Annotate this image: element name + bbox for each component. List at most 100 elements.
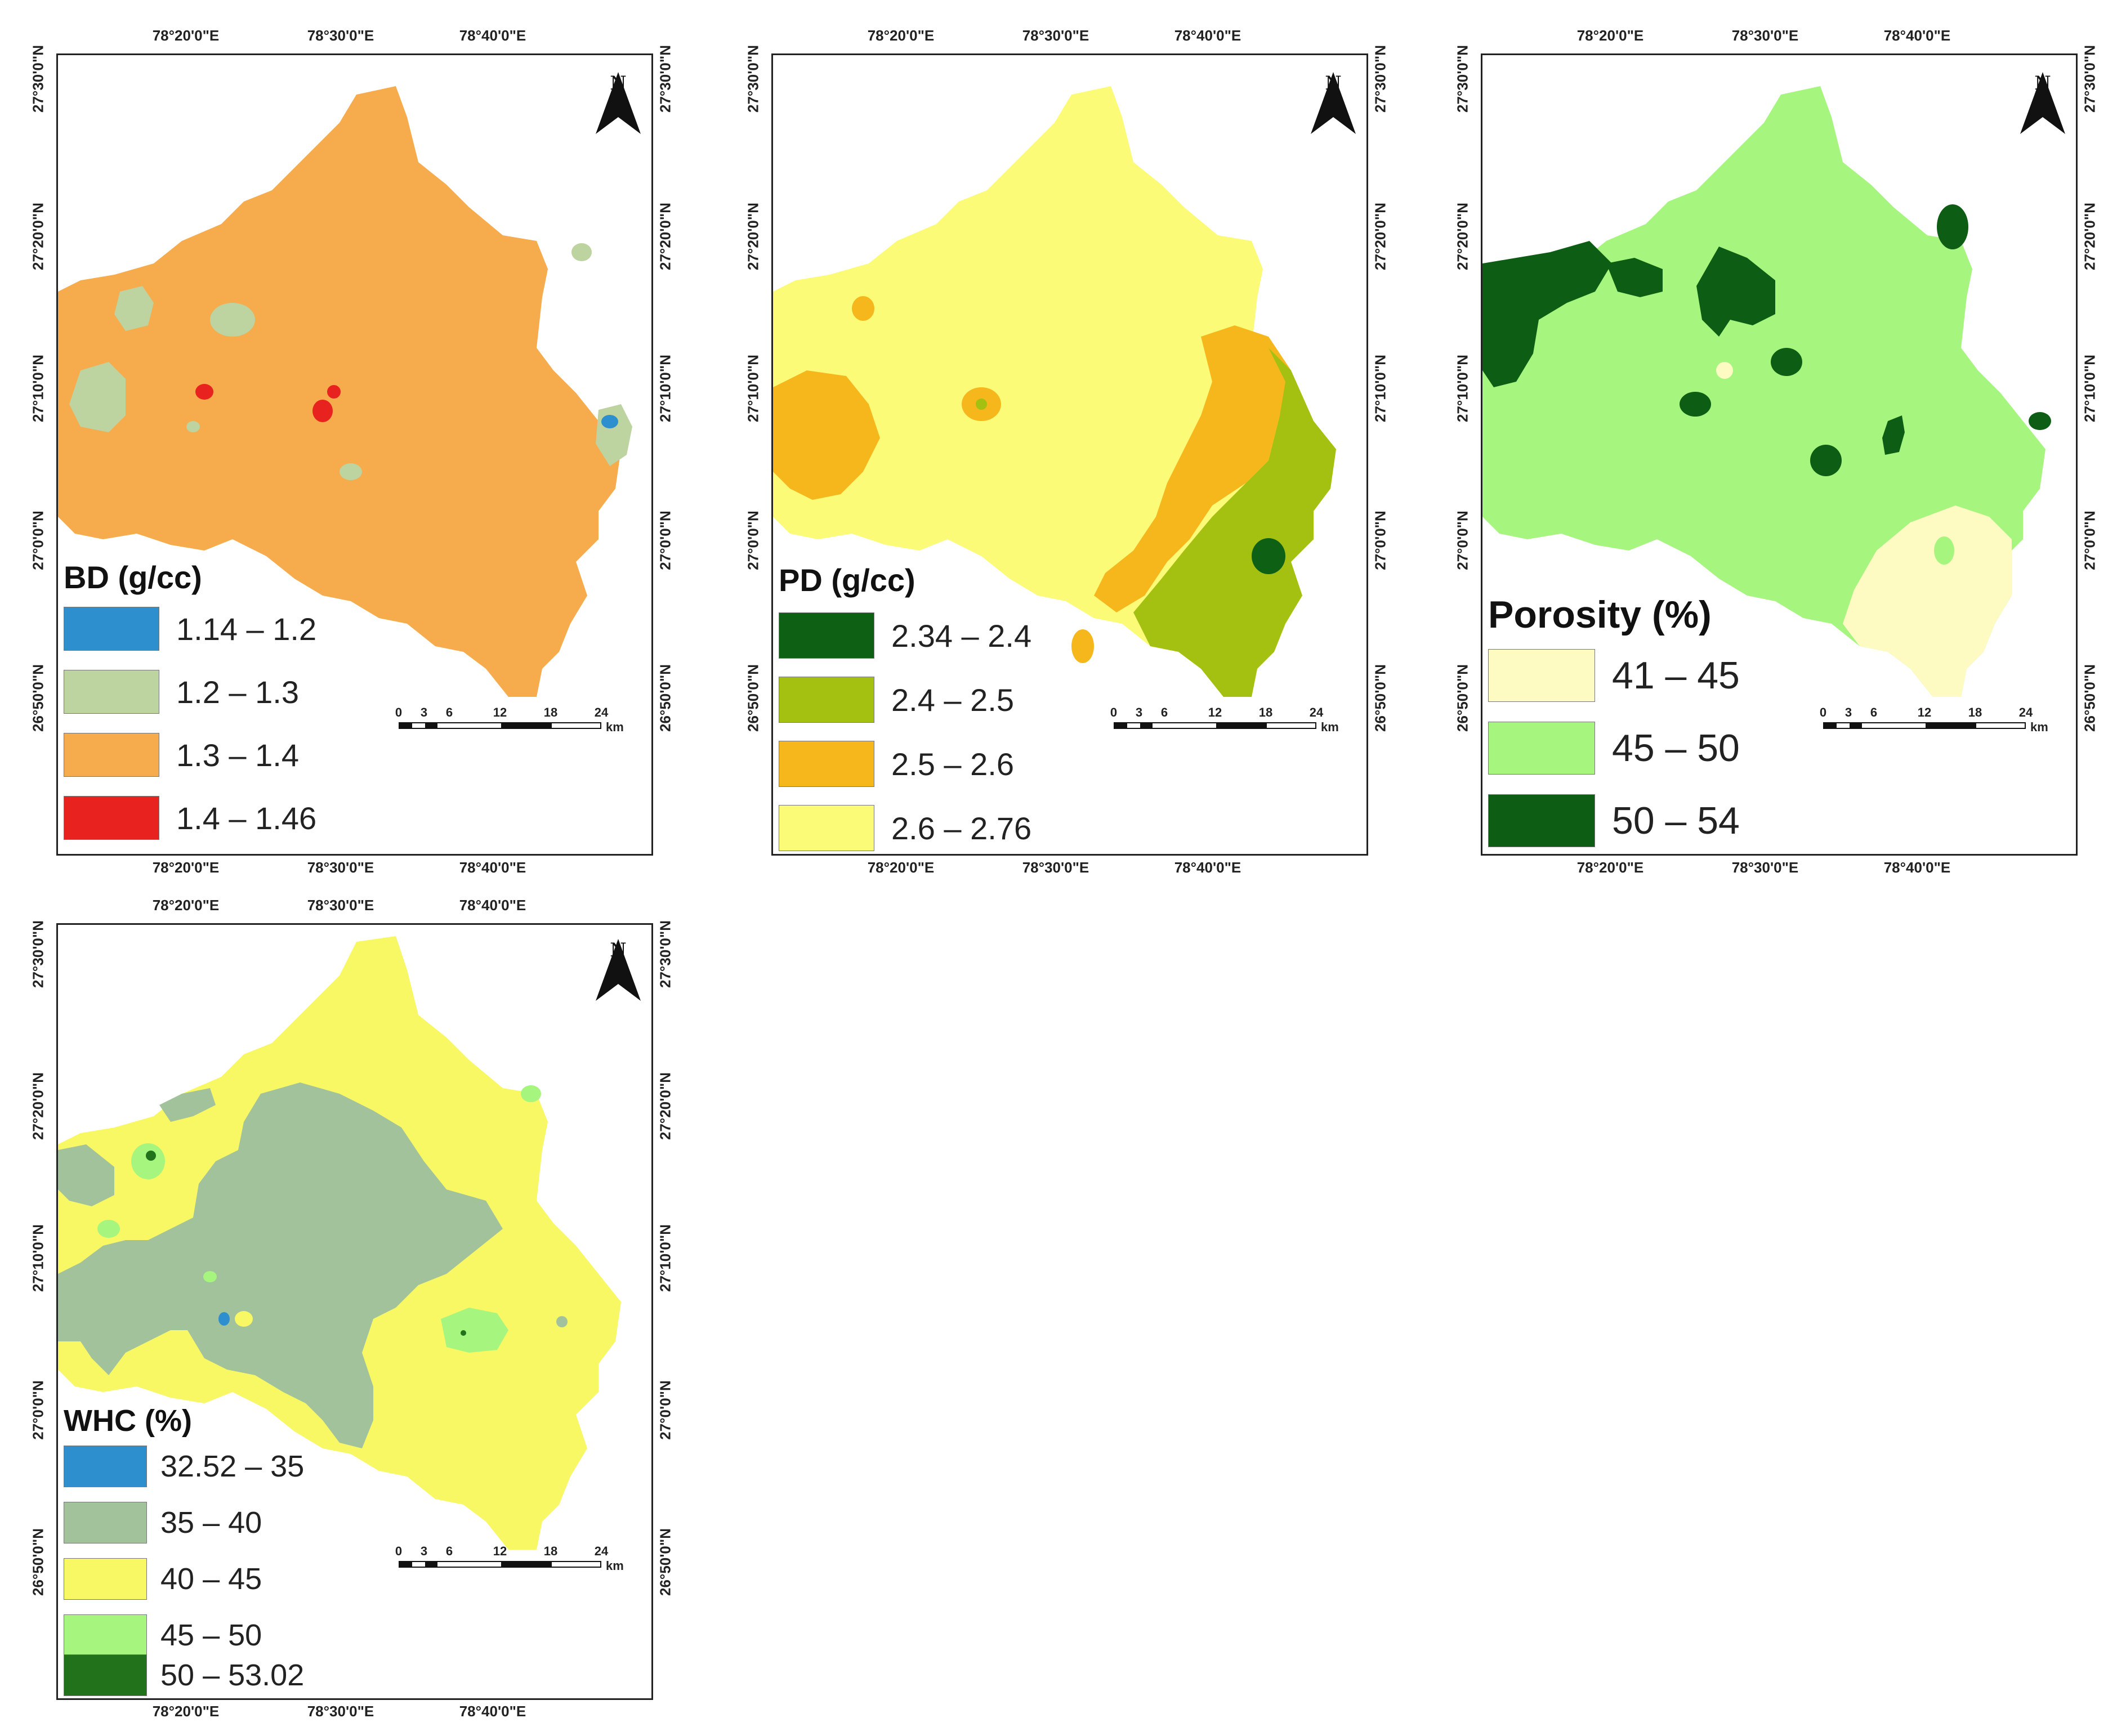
bd-green-patch <box>210 303 255 337</box>
scale-label: 12 <box>493 1544 507 1558</box>
legend-label: 50 – 54 <box>1612 799 1740 842</box>
legend-swatch <box>64 607 159 651</box>
lon-tick-top: 78°30'0"E <box>307 27 374 44</box>
north-arrow: N <box>596 939 641 1001</box>
legend-swatch <box>64 733 159 777</box>
legend-item: 2.5 – 2.6 <box>779 741 1014 787</box>
map-panel-pd: 78°20'0"E 78°30'0"E 78°40'0"E 78°20'0"E … <box>738 23 1402 889</box>
lat-tick-left: 27°30'0"N <box>29 920 47 988</box>
scale-bar: 0 3 6 12 18 24 km <box>1110 705 1339 745</box>
lat-tick-left: 27°10'0"N <box>29 355 47 422</box>
legend-item: 1.14 – 1.2 <box>64 607 316 651</box>
legend-label: 45 – 50 <box>160 1618 262 1652</box>
lat-tick-right: 27°20'0"N <box>1372 203 1389 270</box>
whc-light-patch <box>131 1143 165 1179</box>
legend-label: 1.2 – 1.3 <box>176 674 299 710</box>
scale-label: 6 <box>1160 705 1168 719</box>
lat-tick-right: 26°50'0"N <box>2081 664 2098 732</box>
whc-yellow-dot <box>235 1311 253 1327</box>
legend-item: 40 – 45 <box>64 1558 262 1600</box>
pd-olive-zone <box>1133 348 1336 697</box>
legend-label: 2.6 – 2.76 <box>891 810 1032 846</box>
legend-item: 1.3 – 1.4 <box>64 733 299 777</box>
scale-label: 6 <box>1870 705 1878 719</box>
whc-map-graphic <box>58 936 621 1550</box>
legend-label: 2.34 – 2.4 <box>891 618 1032 654</box>
legend-item: 45 – 50 <box>64 1614 262 1656</box>
legend-swatch <box>779 805 874 851</box>
lon-tick-top: 78°30'0"E <box>1731 27 1799 44</box>
lat-tick-right: 27°10'0"N <box>656 1224 674 1292</box>
lat-tick-left: 27°30'0"N <box>1454 45 1471 113</box>
lat-tick-right: 27°20'0"N <box>2081 203 2098 270</box>
lon-tick-bottom: 78°40'0"E <box>1174 859 1241 876</box>
lat-tick-left: 27°30'0"N <box>744 45 762 113</box>
lon-tick-bottom: 78°40'0"E <box>1883 859 1951 876</box>
scale-label: 3 <box>420 1544 428 1558</box>
porosity-dark-patch <box>1696 247 1775 337</box>
map-frame: N 0 3 6 12 18 24 km PD (g/cc) <box>771 53 1368 856</box>
lat-tick-left: 27°0'0"N <box>744 511 762 570</box>
north-arrow: N <box>2020 72 2065 134</box>
lon-tick-bottom: 78°40'0"E <box>459 859 526 876</box>
map-panel-bd: 78°20'0"E 78°30'0"E 78°40'0"E 78°20'0"E … <box>23 23 687 889</box>
lat-tick-right: 27°30'0"N <box>2081 45 2098 113</box>
legend-swatch <box>64 1502 147 1543</box>
legend-swatch <box>779 677 874 723</box>
lat-tick-right: 26°50'0"N <box>1372 664 1389 732</box>
bd-green-patch <box>340 463 362 480</box>
lat-tick-right: 27°30'0"N <box>656 45 674 113</box>
legend-label: 32.52 – 35 <box>160 1449 305 1483</box>
scale-bar: 0 3 6 12 18 24 km <box>395 705 624 745</box>
lat-tick-right: 27°30'0"N <box>1372 45 1389 113</box>
legend-item: 45 – 50 <box>1488 722 1740 775</box>
north-arrow-icon <box>1311 72 1356 134</box>
porosity-green-dot <box>1934 536 1954 565</box>
scale-unit: km <box>1321 720 1339 734</box>
scale-label: 18 <box>543 705 558 719</box>
legend-label: 45 – 50 <box>1612 727 1740 769</box>
lat-tick-right: 27°10'0"N <box>1372 355 1389 422</box>
scale-label: 0 <box>395 705 403 719</box>
map-panel-porosity: 78°20'0"E 78°30'0"E 78°40'0"E 78°20'0"E … <box>1447 23 2111 889</box>
lat-tick-left: 27°10'0"N <box>744 355 762 422</box>
scale-bar: 0 3 6 12 18 24 km <box>1820 705 2048 745</box>
whc-gray-patch <box>159 1088 216 1122</box>
lat-tick-left: 27°20'0"N <box>29 203 47 270</box>
pd-orange-patch <box>1071 629 1094 663</box>
scale-unit: km <box>606 1559 624 1573</box>
scale-label: 24 <box>594 705 609 719</box>
legend-item: 2.6 – 2.76 <box>779 805 1031 851</box>
legend-swatch <box>64 1558 147 1600</box>
lat-tick-right: 27°30'0"N <box>656 920 674 988</box>
lon-tick-top: 78°20'0"E <box>1576 27 1644 44</box>
lon-tick-top: 78°30'0"E <box>307 897 374 914</box>
lon-tick-top: 78°20'0"E <box>152 897 220 914</box>
legend-item: 1.2 – 1.3 <box>64 670 299 714</box>
scale-label: 24 <box>2018 705 2033 719</box>
map-frame: N 0 3 6 12 18 24 km Porosity (%) <box>1481 53 2078 856</box>
legend-item: 32.52 – 35 <box>64 1446 304 1487</box>
lon-tick-bottom: 78°20'0"E <box>152 859 220 876</box>
lon-tick-bottom: 78°20'0"E <box>152 1703 220 1720</box>
bd-red-patch <box>327 385 341 399</box>
lon-tick-bottom: 78°30'0"E <box>1022 859 1089 876</box>
legend-item: 41 – 45 <box>1488 649 1740 702</box>
legend-swatch <box>64 1446 147 1487</box>
bd-red-patch <box>312 400 333 422</box>
lat-tick-right: 27°10'0"N <box>656 355 674 422</box>
lat-tick-left: 27°0'0"N <box>1454 511 1471 570</box>
legend-swatch <box>779 741 874 787</box>
scale-label: 3 <box>420 705 428 719</box>
lat-tick-right: 27°20'0"N <box>656 203 674 270</box>
lat-tick-left: 27°10'0"N <box>29 1224 47 1292</box>
map-frame: N 0 3 6 12 18 24 km BD (g/cc) <box>56 53 653 856</box>
lon-tick-bottom: 78°20'0"E <box>867 859 935 876</box>
lon-tick-top: 78°40'0"E <box>459 27 526 44</box>
legend-swatch <box>64 670 159 714</box>
legend-swatch <box>1488 794 1595 847</box>
pd-map-graphic <box>773 86 1336 697</box>
legend-item: 35 – 40 <box>64 1502 262 1543</box>
north-arrow: N <box>1311 72 1356 134</box>
porosity-dark-patch <box>1937 204 1968 249</box>
